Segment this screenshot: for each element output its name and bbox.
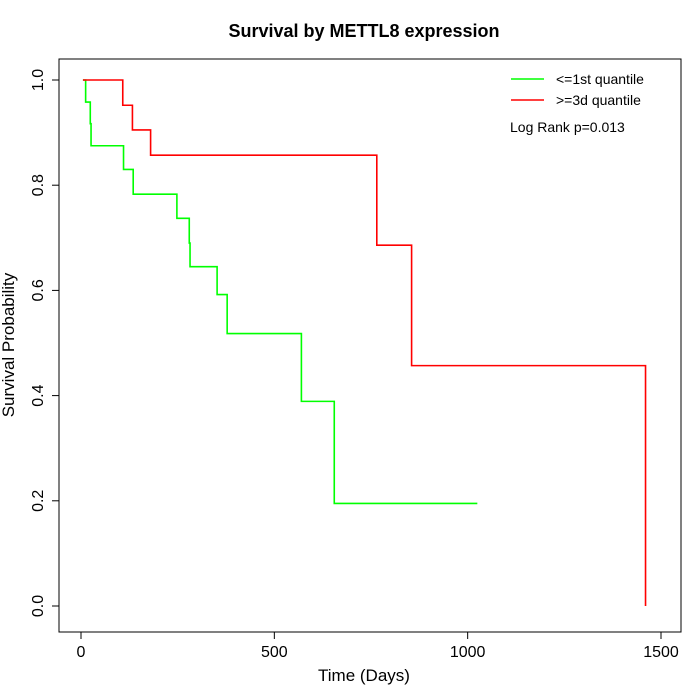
x-tick-label: 1000 xyxy=(450,644,486,661)
y-tick-label: 0.6 xyxy=(30,279,47,301)
log-rank-annotation: Log Rank p=0.013 xyxy=(510,119,625,135)
legend-label: >=3d quantile xyxy=(556,92,641,108)
x-axis: 0 500 1000 1500 xyxy=(77,631,679,661)
y-tick-label: 0.4 xyxy=(30,384,47,406)
chart-title: Survival by METTL8 expression xyxy=(228,21,499,41)
x-tick-label: 0 xyxy=(77,644,86,661)
survival-curves xyxy=(82,79,647,606)
survival-curve xyxy=(82,79,478,505)
x-axis-label: Time (Days) xyxy=(318,666,410,685)
y-tick-label: 0.0 xyxy=(30,595,47,617)
x-tick-label: 500 xyxy=(261,644,288,661)
y-axis-label: Survival Probability xyxy=(0,272,18,417)
y-axis: 0.0 0.2 0.4 0.6 0.8 1.0 xyxy=(30,69,60,617)
y-tick-label: 1.0 xyxy=(30,69,47,91)
x-tick-label: 1500 xyxy=(643,644,679,661)
legend: <=1st quantile >=3d quantile xyxy=(511,71,644,108)
y-tick-label: 0.2 xyxy=(30,490,47,512)
survival-curve xyxy=(82,79,647,606)
y-tick-label: 0.8 xyxy=(30,174,47,196)
legend-label: <=1st quantile xyxy=(556,71,644,87)
